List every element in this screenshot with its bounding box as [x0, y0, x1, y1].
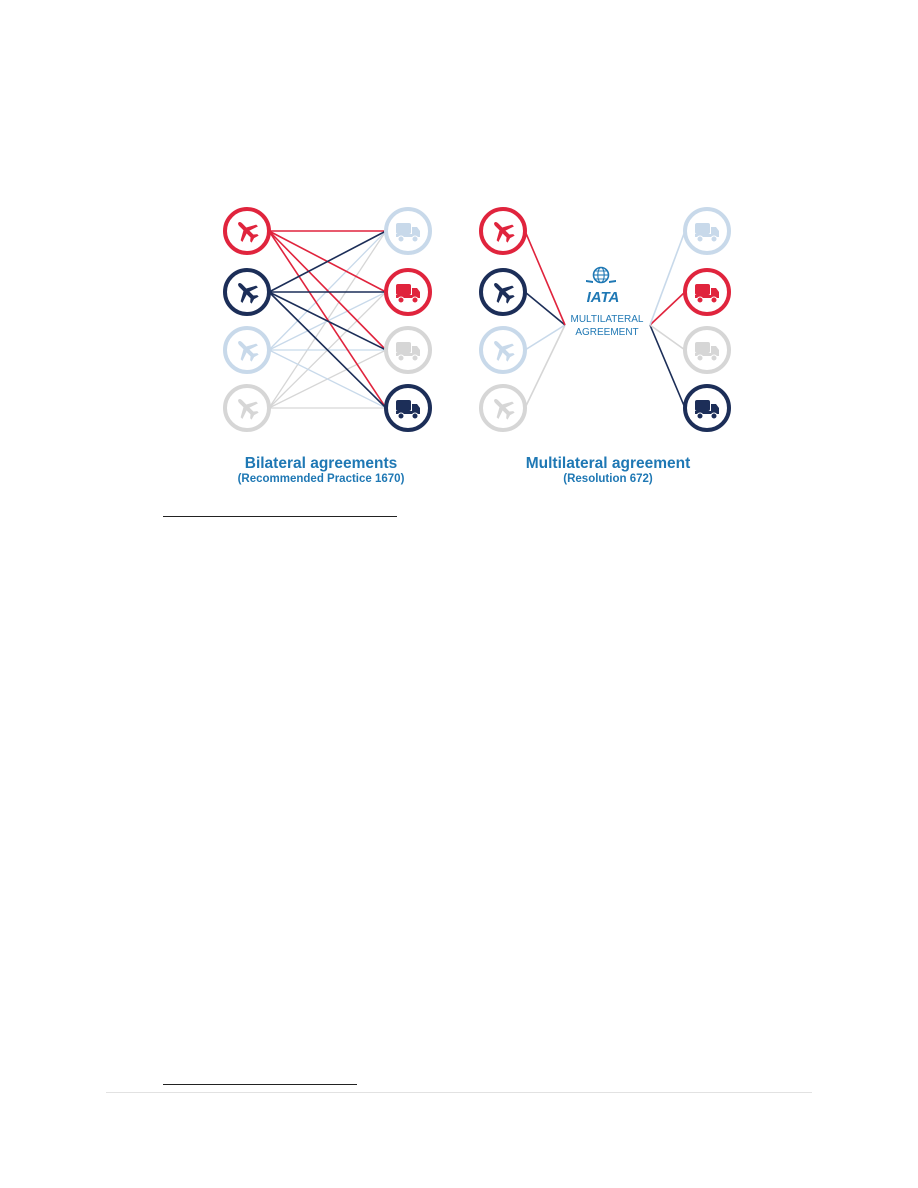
airline-hub-link [524, 324, 566, 409]
page-footer-line [106, 1092, 812, 1093]
separator-line [163, 516, 397, 517]
truck-icon [396, 284, 420, 304]
truck-icon [695, 284, 719, 304]
provider-node [384, 207, 432, 255]
plane-icon [238, 341, 259, 362]
multilateral-subtitle: (Resolution 672) [563, 472, 653, 485]
multilateral-title: Multilateral agreement [525, 455, 691, 472]
hub-label-line-1: MULTILATERAL [571, 314, 644, 325]
bilateral-subtitle: (Recommended Practice 1670) [237, 472, 405, 485]
agreements-diagram: IATA MULTILATERAL AGREEMENT [223, 207, 731, 432]
plane-icon [494, 283, 515, 304]
truck-icon [396, 342, 420, 362]
plane-icon [238, 283, 259, 304]
iata-hub: IATA MULTILATERAL AGREEMENT [571, 266, 644, 338]
bilateral-caption: Bilateral agreements (Recommended Practi… [216, 455, 426, 486]
airline-node [223, 326, 271, 374]
airline-node [479, 326, 527, 374]
bilateral-title: Bilateral agreements [244, 455, 398, 472]
bilateral-link [268, 291, 387, 409]
truck-icon [695, 223, 719, 243]
footnote-separator [163, 1084, 357, 1085]
hub-label-line-2: AGREEMENT [575, 327, 638, 338]
bilateral-nodes [223, 207, 432, 432]
bilateral-link [268, 291, 387, 351]
truck-icon [695, 400, 719, 420]
provider-node [384, 384, 432, 432]
iata-globe-icon [586, 266, 616, 284]
bilateral-link [268, 230, 387, 409]
provider-node [384, 326, 432, 374]
airline-hub-link [524, 230, 566, 326]
multilateral-caption: Multilateral agreement (Resolution 672) [500, 455, 716, 486]
airline-node [223, 384, 271, 432]
airline-node [479, 384, 527, 432]
hub-provider-link [649, 324, 686, 409]
plane-icon [494, 222, 515, 243]
truck-icon [396, 223, 420, 243]
multilateral-connection-lines [524, 230, 686, 409]
bilateral-link [268, 230, 387, 351]
airline-hub-link [524, 291, 566, 326]
bilateral-link [268, 230, 387, 293]
provider-node [683, 268, 731, 316]
truck-icon [396, 400, 420, 420]
hub-provider-link [649, 324, 686, 351]
truck-icon [695, 342, 719, 362]
bilateral-connection-lines [268, 230, 387, 409]
provider-node [683, 207, 731, 255]
airline-node [479, 268, 527, 316]
provider-node [683, 326, 731, 374]
iata-logo-text: IATA [587, 289, 620, 306]
bilateral-link [268, 349, 387, 409]
plane-icon [238, 222, 259, 243]
airline-node [223, 268, 271, 316]
provider-node [384, 268, 432, 316]
plane-icon [494, 399, 515, 420]
provider-node [683, 384, 731, 432]
hub-provider-link [649, 230, 686, 326]
multilateral-nodes [479, 207, 731, 432]
hub-provider-link [649, 291, 686, 326]
airline-node [223, 207, 271, 255]
plane-icon [238, 399, 259, 420]
airline-hub-link [524, 324, 566, 351]
airline-node [479, 207, 527, 255]
plane-icon [494, 341, 515, 362]
